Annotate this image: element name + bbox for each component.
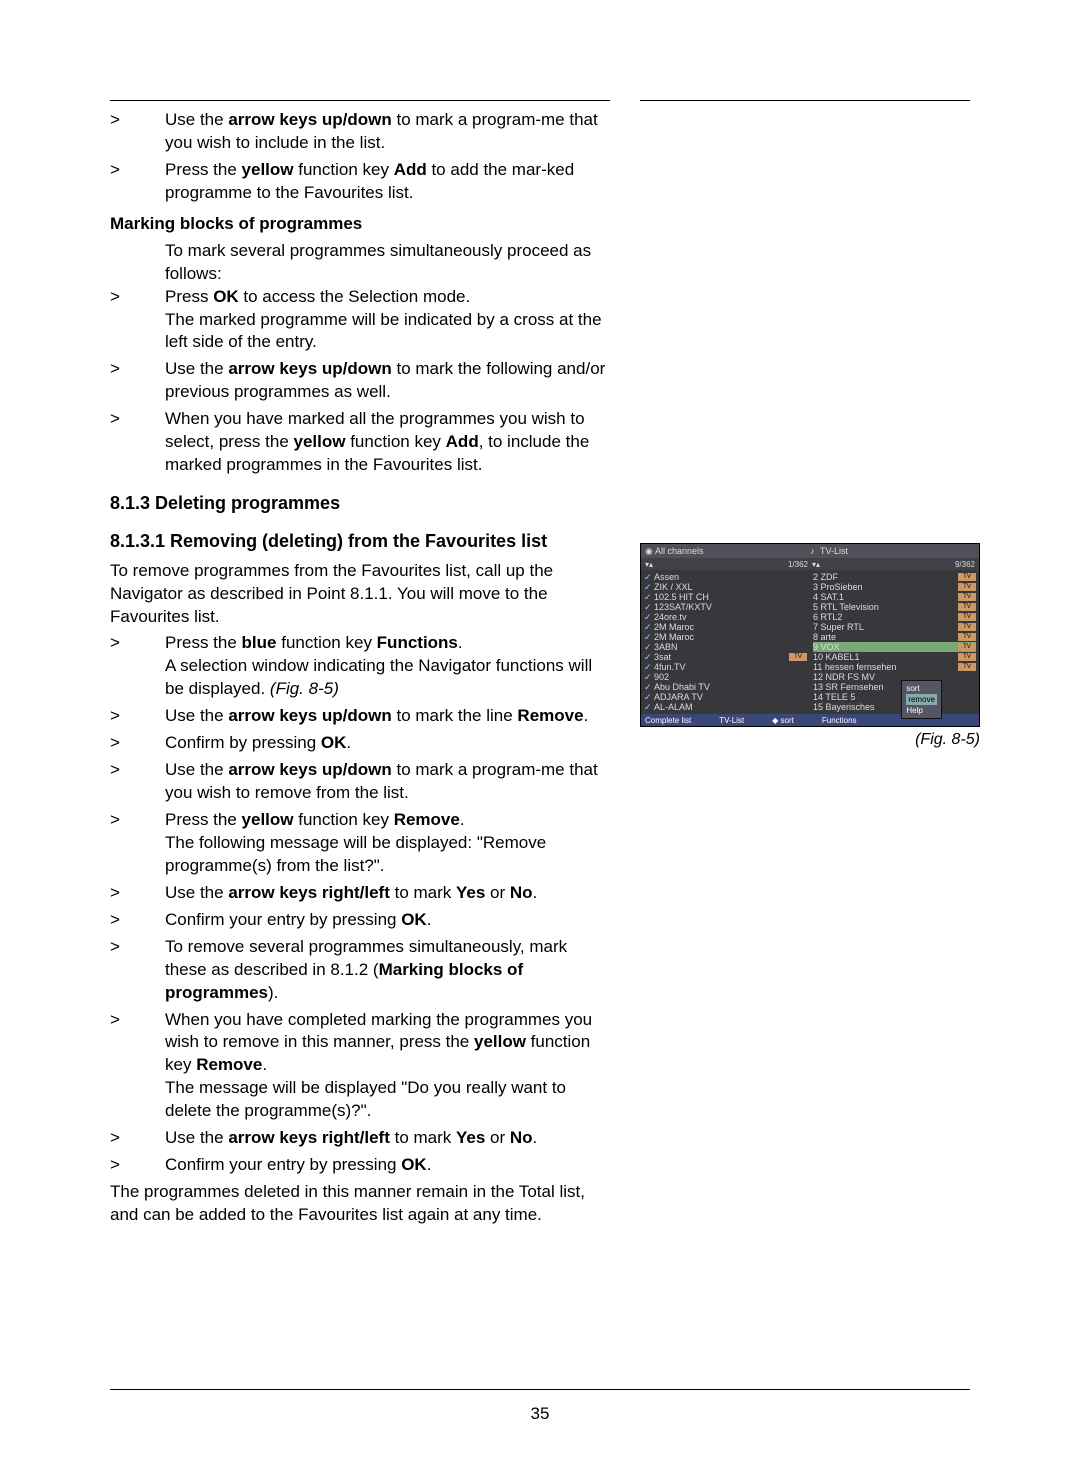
step-text: Use the arrow keys up/down to mark the f… <box>165 358 610 404</box>
step-text: Confirm your entry by pressing OK. <box>165 1154 610 1177</box>
step-text: When you have marked all the programmes … <box>165 408 610 477</box>
section-heading-marking: Marking blocks of programmes <box>110 213 610 236</box>
step-text: Confirm your entry by pressing OK. <box>165 909 610 932</box>
step-text: Press the blue function key Functions.A … <box>165 632 610 701</box>
tv-menu-screenshot: ◉ All channels ♪ TV-List ▾▴1/362 ▾▴9/362… <box>640 543 980 727</box>
step-item: > Use the arrow keys up/down to mark a p… <box>110 759 610 805</box>
step-marker: > <box>110 159 165 205</box>
step-item: > To remove several programmes simultane… <box>110 936 610 1005</box>
bottom-rule <box>110 1389 970 1390</box>
step-marker: > <box>110 358 165 404</box>
step-text: To remove several programmes simultaneou… <box>165 936 610 1005</box>
step-item: > Confirm your entry by pressing OK. <box>110 1154 610 1177</box>
step-marker: > <box>110 759 165 805</box>
section-heading-removing-fav: 8.1.3.1 Removing (deleting) from the Fav… <box>110 529 610 553</box>
step-item: > Confirm your entry by pressing OK. <box>110 909 610 932</box>
step-marker: > <box>110 809 165 878</box>
step-marker: > <box>110 286 165 355</box>
step-item: > When you have completed marking the pr… <box>110 1009 610 1124</box>
step-text: Use the arrow keys right/left to mark Ye… <box>165 882 610 905</box>
step-marker: > <box>110 1127 165 1150</box>
marking-intro: To mark several programmes simultaneousl… <box>165 240 610 286</box>
remfav-intro: To remove programmes from the Favourites… <box>110 560 610 629</box>
step-item: > Use the arrow keys right/left to mark … <box>110 882 610 905</box>
functions-popup: sort remove Help <box>901 680 942 719</box>
step-item: > Use the arrow keys up/down to mark the… <box>110 358 610 404</box>
step-marker: > <box>110 882 165 905</box>
figure-8-5: ◉ All channels ♪ TV-List ▾▴1/362 ▾▴9/362… <box>640 543 980 749</box>
step-text: Use the arrow keys up/down to mark a pro… <box>165 759 610 805</box>
step-text: Press the yellow function key Remove.The… <box>165 809 610 878</box>
step-marker: > <box>110 732 165 755</box>
top-rule-right <box>640 100 970 101</box>
step-marker: > <box>110 936 165 1005</box>
main-text-column: > Use the arrow keys up/down to mark a p… <box>110 100 610 1227</box>
page-number: 35 <box>0 1404 1080 1424</box>
step-item: > Press OK to access the Selection mode.… <box>110 286 610 355</box>
step-item: > Use the arrow keys up/down to mark the… <box>110 705 610 728</box>
step-text: Use the arrow keys up/down to mark a pro… <box>165 109 610 155</box>
step-item: > Use the arrow keys up/down to mark a p… <box>110 109 610 155</box>
step-marker: > <box>110 1154 165 1177</box>
remfav-footer: The programmes deleted in this manner re… <box>110 1181 610 1227</box>
step-text: Press the yellow function key Add to add… <box>165 159 610 205</box>
step-marker: > <box>110 408 165 477</box>
step-text: Use the arrow keys up/down to mark the l… <box>165 705 610 728</box>
step-marker: > <box>110 909 165 932</box>
step-item: > Press the yellow function key Add to a… <box>110 159 610 205</box>
step-item: > Use the arrow keys right/left to mark … <box>110 1127 610 1150</box>
top-rule <box>110 100 610 101</box>
step-text: When you have completed marking the prog… <box>165 1009 610 1124</box>
step-item: > When you have marked all the programme… <box>110 408 610 477</box>
figure-caption: (Fig. 8-5) <box>640 731 980 749</box>
step-marker: > <box>110 632 165 701</box>
step-text: Use the arrow keys right/left to mark Ye… <box>165 1127 610 1150</box>
step-item: > Press the blue function key Functions.… <box>110 632 610 701</box>
step-marker: > <box>110 705 165 728</box>
step-text: Confirm by pressing OK. <box>165 732 610 755</box>
step-marker: > <box>110 109 165 155</box>
step-text: Press OK to access the Selection mode.Th… <box>165 286 610 355</box>
step-item: > Confirm by pressing OK. <box>110 732 610 755</box>
figure-column: ◉ All channels ♪ TV-List ▾▴1/362 ▾▴9/362… <box>640 100 970 1227</box>
section-heading-deleting: 8.1.3 Deleting programmes <box>110 491 610 515</box>
step-marker: > <box>110 1009 165 1124</box>
step-item: > Press the yellow function key Remove.T… <box>110 809 610 878</box>
